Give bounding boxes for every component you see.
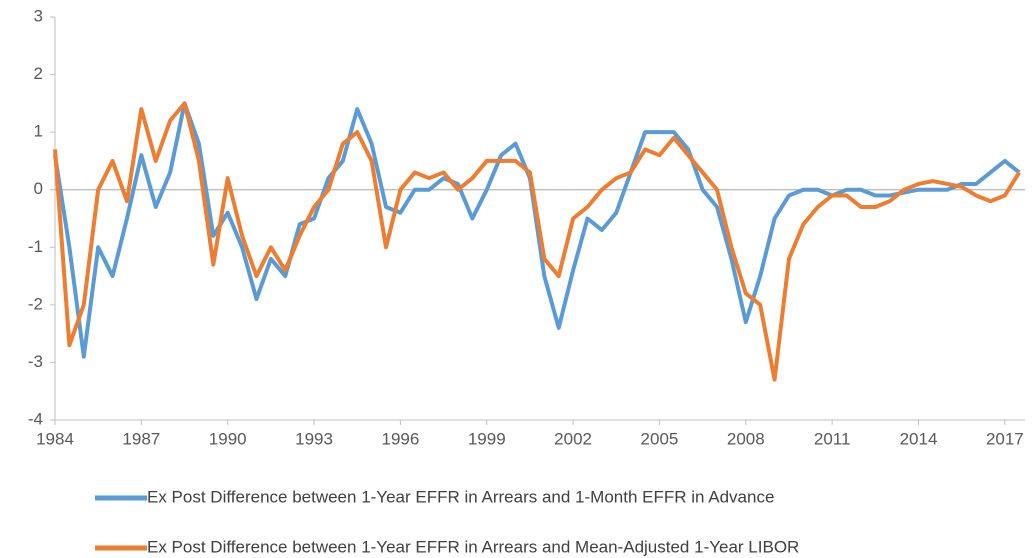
x-tick-label: 2014 bbox=[900, 429, 938, 448]
x-tick-label: 2011 bbox=[814, 429, 851, 448]
x-tick-label: 2017 bbox=[986, 429, 1024, 448]
y-tick-label: -2 bbox=[28, 294, 43, 313]
x-tick-label: 1993 bbox=[295, 429, 333, 448]
legend-label: Ex Post Difference between 1-Year EFFR i… bbox=[147, 537, 799, 556]
y-tick-label: -3 bbox=[28, 352, 43, 371]
y-tick-label: -1 bbox=[28, 237, 43, 256]
y-tick-label: -4 bbox=[28, 409, 43, 428]
x-tick-label: 1999 bbox=[468, 429, 506, 448]
legend-label: Ex Post Difference between 1-Year EFFR i… bbox=[147, 487, 774, 506]
x-tick-label: 2005 bbox=[641, 429, 679, 448]
y-tick-label: 3 bbox=[34, 6, 43, 25]
y-tick-label: 1 bbox=[34, 122, 43, 141]
x-tick-label: 1990 bbox=[209, 429, 247, 448]
x-tick-label: 1984 bbox=[36, 429, 74, 448]
series-line bbox=[53, 101, 1021, 382]
y-tick-label: 2 bbox=[34, 64, 43, 83]
y-tick-label: 0 bbox=[34, 179, 43, 198]
x-tick-label: 1987 bbox=[122, 429, 160, 448]
x-tick-label: 2008 bbox=[727, 429, 765, 448]
x-tick-label: 1996 bbox=[381, 429, 419, 448]
x-tick-label: 2002 bbox=[554, 429, 592, 448]
series-line bbox=[53, 101, 1021, 359]
